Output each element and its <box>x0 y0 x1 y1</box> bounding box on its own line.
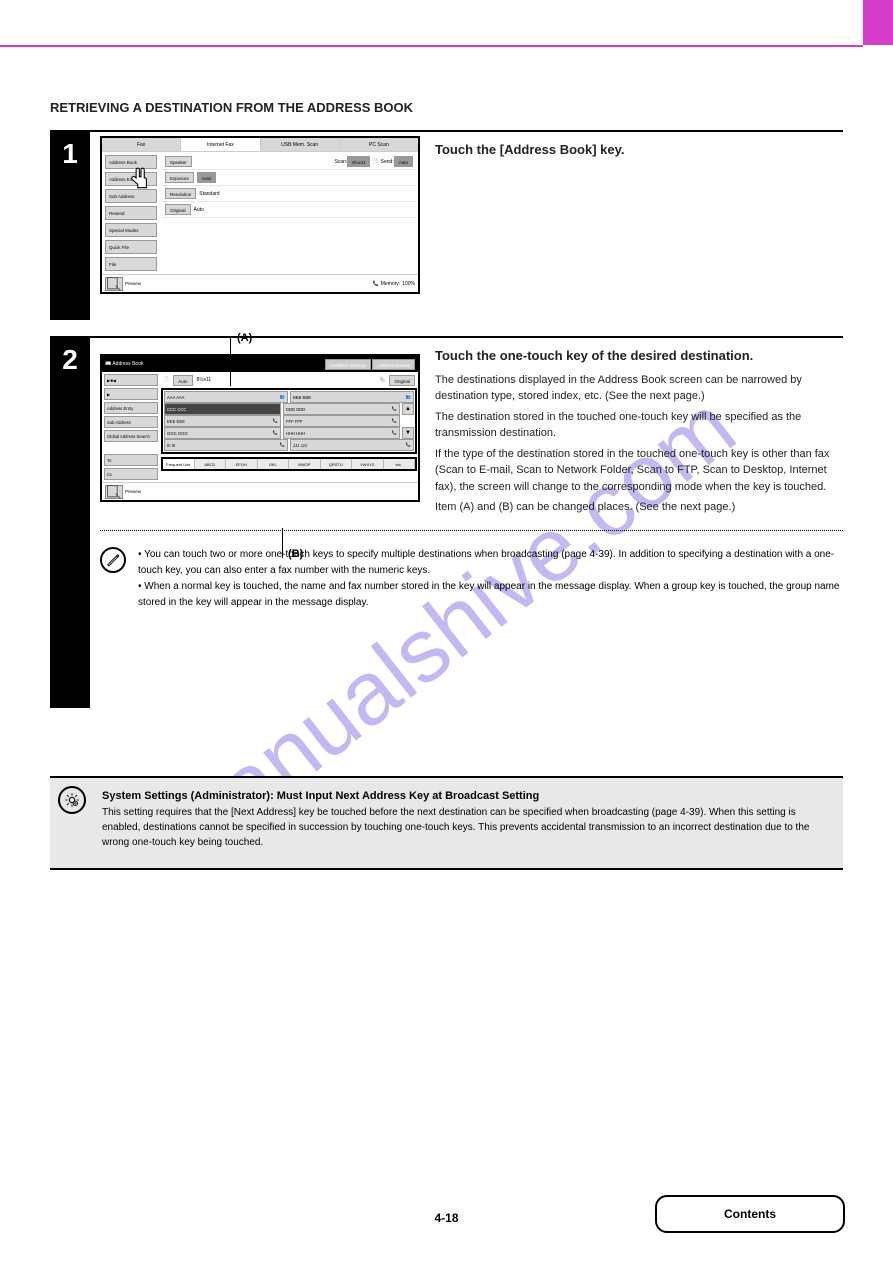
scan-label: Scan: <box>334 159 347 165</box>
condition-settings-button[interactable]: Condition Settings <box>325 359 372 370</box>
global-search-button[interactable]: Global Address Search <box>104 430 158 442</box>
send-label: Send: <box>381 159 394 165</box>
speaker-button[interactable]: Speaker <box>165 156 192 167</box>
tab-usb[interactable]: USB Mem. Scan <box>261 138 340 151</box>
scan-size: 8½x11 <box>347 156 370 167</box>
gear-icon <box>58 786 86 814</box>
address-review-button[interactable]: Address Review <box>372 359 415 370</box>
preview2-label: Preview <box>125 489 141 494</box>
system-settings-block: System Settings (Administrator): Must In… <box>50 776 843 870</box>
memory-label: Memory: <box>381 281 400 287</box>
sys-body: This setting requires that the [Next Add… <box>102 807 809 848</box>
step2-p2: The destination stored in the touched on… <box>435 409 843 442</box>
contents-button[interactable]: Contents <box>655 1195 845 1233</box>
original2-button[interactable]: Original <box>389 375 415 386</box>
original-button[interactable]: Original <box>165 204 191 215</box>
resolution-button[interactable]: Resolution <box>165 188 196 199</box>
index-tab[interactable]: IJKL <box>258 459 290 469</box>
index-tab[interactable]: VWXYZ <box>352 459 384 469</box>
sub-address2-button[interactable]: Sub Address <box>104 416 158 428</box>
auto-button[interactable]: Auto <box>173 375 192 386</box>
list-item[interactable]: III III📞 <box>164 439 288 451</box>
page-number: 4-18 <box>434 1211 458 1225</box>
callout-label-a: (A) <box>237 332 252 344</box>
step2-p1: The destinations displayed in the Addres… <box>435 372 843 405</box>
index-tab[interactable]: QRSTU <box>321 459 353 469</box>
hand-pointer-icon <box>128 166 154 192</box>
show-all-button[interactable]: ▶ <box>104 388 158 400</box>
list-item[interactable]: EEE EEE📞 <box>164 415 281 427</box>
note-line-2: • When a normal key is touched, the name… <box>138 579 843 611</box>
index-tab[interactable]: MNOP <box>289 459 321 469</box>
resend-button[interactable]: Resend <box>105 206 157 220</box>
sort-address-button[interactable]: ▶■◀ <box>104 374 158 386</box>
to-button[interactable]: To <box>104 454 158 466</box>
note-icon <box>100 547 126 573</box>
scroll-down-button[interactable]: ▼ <box>402 427 414 439</box>
step2-number: 2 <box>50 338 90 376</box>
step2-ui-panel: 📖 Address Book Condition Settings Addres… <box>100 354 420 502</box>
note-line-1: • You can touch two or more one-touch ke… <box>138 547 843 579</box>
preview-label: Preview <box>125 281 141 286</box>
original-value: Auto <box>194 207 204 213</box>
index-tab[interactable]: ABCD <box>195 459 227 469</box>
exposure-button[interactable]: Exposure <box>165 172 194 183</box>
callout-line-a <box>230 338 231 386</box>
step1-ui-panel: Fax Internet Fax USB Mem. Scan PC Scan A… <box>100 136 420 294</box>
dotted-divider <box>100 530 843 531</box>
preview-button[interactable] <box>105 277 123 291</box>
callout-label-b: (B) <box>288 548 303 560</box>
list-item[interactable]: BBB BBB👥 <box>290 391 414 403</box>
list-item[interactable]: FFF FFF📞 <box>283 415 400 427</box>
index-tab[interactable]: etc. <box>384 459 416 469</box>
list-item[interactable]: AAA AAA👥 <box>164 391 288 403</box>
quick-file-button[interactable]: Quick File <box>105 240 157 254</box>
list-item[interactable]: CCC CCC📞 <box>164 403 281 415</box>
section-heading: RETRIEVING A DESTINATION FROM THE ADDRES… <box>50 100 843 115</box>
preview2-button[interactable] <box>105 485 123 499</box>
step2-title: Touch the one-touch key of the desired d… <box>435 346 843 366</box>
step2-p4: Item (A) and (B) can be changed places. … <box>435 499 843 516</box>
special-modes-button[interactable]: Special Modes <box>105 223 157 237</box>
address-entry2-button[interactable]: Address Entry <box>104 402 158 414</box>
list-item[interactable]: JJJ JJJ📞 <box>290 439 414 451</box>
cc-button[interactable]: Cc <box>104 468 158 480</box>
tab-internet-fax[interactable]: Internet Fax <box>181 138 260 151</box>
index-tab[interactable]: EFGH <box>226 459 258 469</box>
page-accent-bar <box>863 0 893 45</box>
memory-value: 100% <box>402 281 415 287</box>
step1-number: 1 <box>50 132 90 170</box>
page-top-rule <box>0 45 863 47</box>
list-item[interactable]: HHH HHH📞 <box>283 427 400 439</box>
scroll-up-button[interactable]: ▲ <box>402 403 414 415</box>
list-item[interactable]: DDD DDD📞 <box>283 403 400 415</box>
index-tab[interactable]: Frequent Use <box>163 459 195 469</box>
tab-fax[interactable]: Fax <box>102 138 181 151</box>
list-item[interactable]: GGG GGG📞 <box>164 427 281 439</box>
step1-title: Touch the [Address Book] key. <box>435 140 843 160</box>
tab-pc-scan[interactable]: PC Scan <box>340 138 418 151</box>
ab-header-title: Address Book <box>112 361 143 367</box>
file-button[interactable]: File <box>105 257 157 271</box>
step2-p3: If the type of the destination stored in… <box>435 446 843 496</box>
callout-line-b <box>282 528 283 558</box>
sys-heading: System Settings (Administrator): Must In… <box>102 790 539 802</box>
exposure-value: Auto <box>197 172 216 183</box>
send-size: Auto <box>394 156 413 167</box>
resolution-value: Standard <box>199 191 219 197</box>
